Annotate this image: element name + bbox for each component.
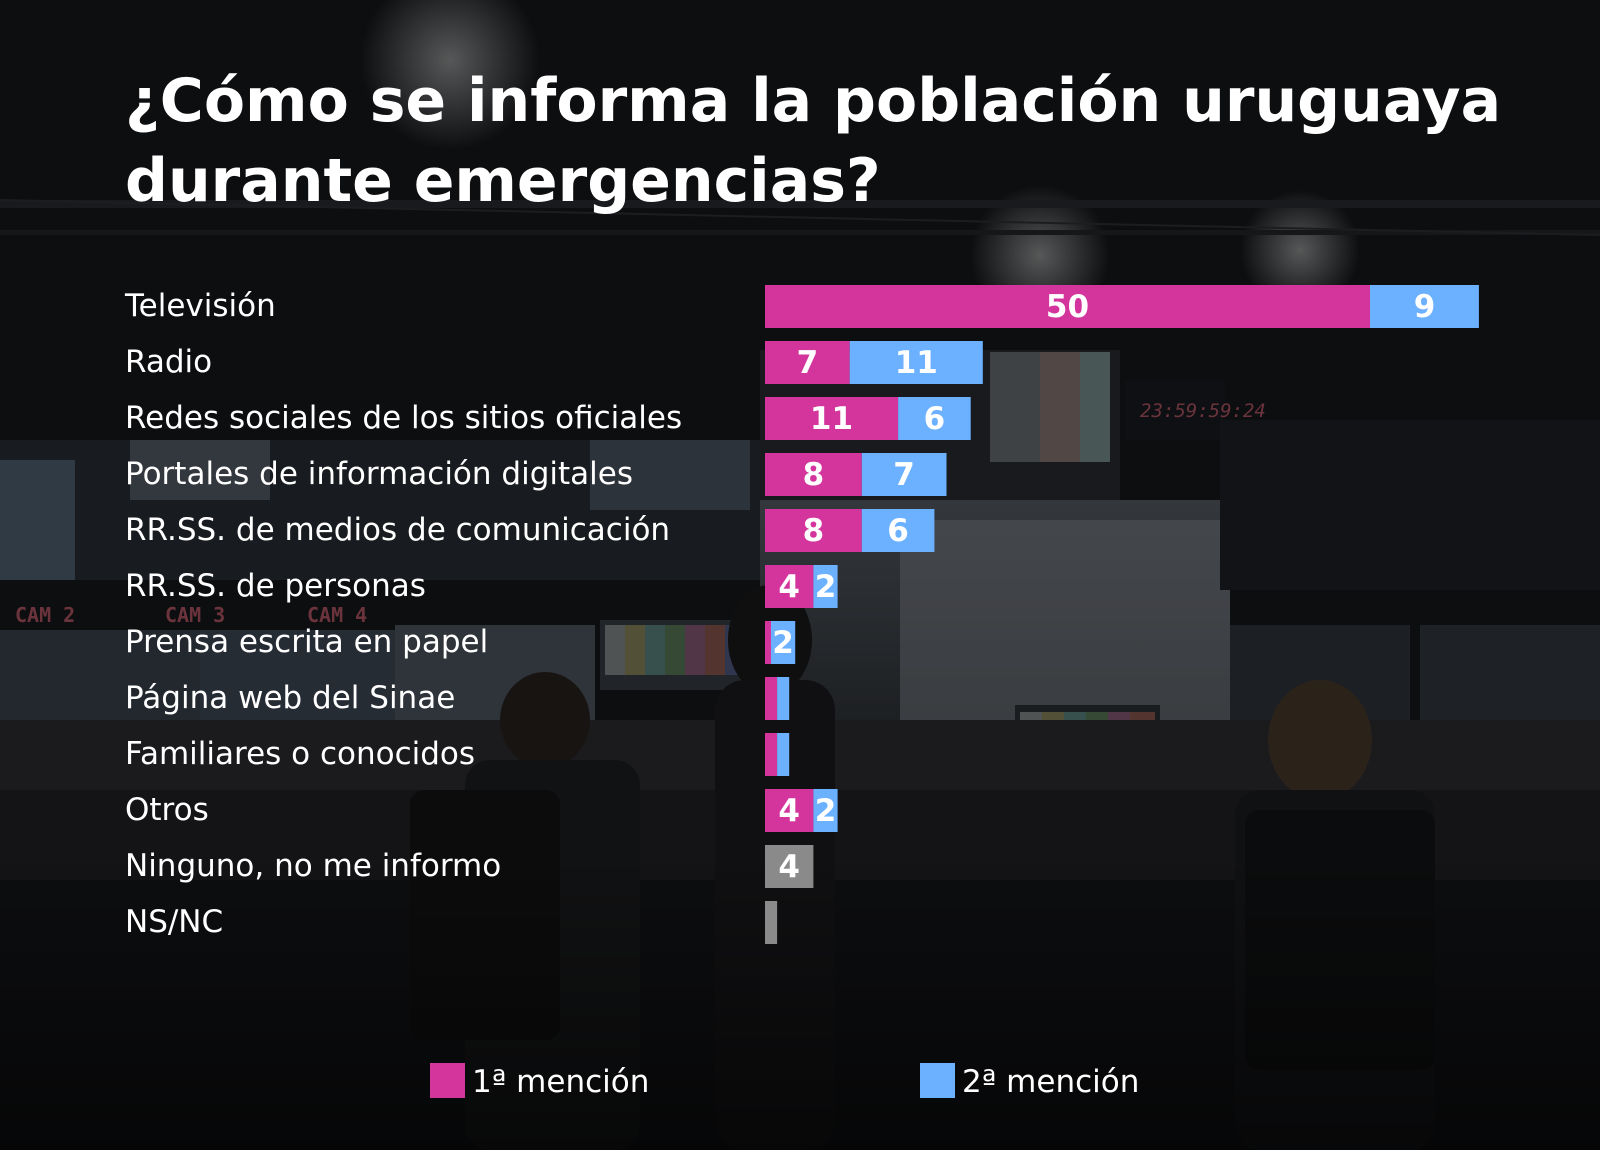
category-label: Televisión xyxy=(124,288,276,324)
bar-segment-second xyxy=(1370,285,1479,328)
bar-segment-second xyxy=(813,789,838,832)
legend-swatch-second xyxy=(920,1063,955,1098)
value-label: 4 xyxy=(778,793,800,829)
bar-segment-second xyxy=(849,341,983,384)
bar-segment-first xyxy=(765,509,862,552)
value-label: 7 xyxy=(797,345,819,381)
bar-segment-first xyxy=(765,733,778,776)
legend: 1ª mención 2ª mención xyxy=(430,1063,1139,1100)
bar-segment-first xyxy=(765,453,862,496)
category-label: Redes sociales de los sitios oficiales xyxy=(125,400,682,436)
bar-segment-first xyxy=(765,565,814,608)
value-label: 4 xyxy=(778,849,800,885)
value-label: 2 xyxy=(815,569,837,605)
bar-segment-first xyxy=(765,285,1370,328)
category-label: Portales de información digitales xyxy=(125,456,633,492)
bar-segment-second xyxy=(861,453,947,496)
value-label: 4 xyxy=(778,569,800,605)
bar-segment-other xyxy=(765,901,778,944)
timecode-overlay: 23:59:59:24 xyxy=(1140,400,1266,422)
cam-overlay-2: CAM 3 xyxy=(165,603,225,627)
bars xyxy=(765,285,1479,944)
category-label: Familiares o conocidos xyxy=(125,736,475,772)
bar-segment-second xyxy=(898,397,971,440)
title-line-2: durante emergencias? xyxy=(125,146,881,216)
value-label: 11 xyxy=(895,345,938,381)
bar-segment-first xyxy=(765,621,771,664)
legend-label-first: 1ª mención xyxy=(472,1064,649,1100)
bar-segment-other xyxy=(765,845,814,888)
category-label: RR.SS. de medios de comunicación xyxy=(125,512,670,548)
category-label: Página web del Sinae xyxy=(125,680,455,716)
bar-segment-second xyxy=(777,733,790,776)
value-label: 8 xyxy=(803,513,825,549)
cam-overlay-1: CAM 2 xyxy=(15,603,75,627)
category-label: RR.SS. de personas xyxy=(125,568,426,604)
category-label: Prensa escrita en papel xyxy=(125,624,488,660)
bar-segment-first xyxy=(765,677,778,720)
value-label: 2 xyxy=(772,625,794,661)
chart-title: ¿Cómo se informa la población uruguaya d… xyxy=(125,66,1501,216)
category-label: Radio xyxy=(125,344,212,380)
legend-swatch-first xyxy=(430,1063,465,1098)
legend-label-second: 2ª mención xyxy=(962,1064,1139,1100)
value-label: 6 xyxy=(887,513,909,549)
bar-segment-second xyxy=(771,621,796,664)
bar-segment-first xyxy=(765,789,814,832)
bar-segment-first xyxy=(765,397,899,440)
value-label: 50 xyxy=(1046,289,1089,325)
bar-segment-first xyxy=(765,341,850,384)
category-label: Ninguno, no me informo xyxy=(125,848,501,884)
value-label: 2 xyxy=(815,793,837,829)
category-label: NS/NC xyxy=(125,904,223,940)
value-label: 7 xyxy=(893,457,915,493)
bar-segment-second xyxy=(813,565,838,608)
bar-segment-second xyxy=(861,509,935,552)
cam-overlay-3: CAM 4 xyxy=(307,603,367,627)
category-labels: Televisión Radio Redes sociales de los sit… xyxy=(124,288,682,940)
value-label: 9 xyxy=(1414,289,1436,325)
value-label: 6 xyxy=(924,401,946,437)
bar-segment-second xyxy=(777,677,790,720)
value-label: 8 xyxy=(803,457,825,493)
value-label: 11 xyxy=(810,401,853,437)
title-line-1: ¿Cómo se informa la población uruguaya xyxy=(125,66,1501,136)
category-label: Otros xyxy=(125,792,209,828)
